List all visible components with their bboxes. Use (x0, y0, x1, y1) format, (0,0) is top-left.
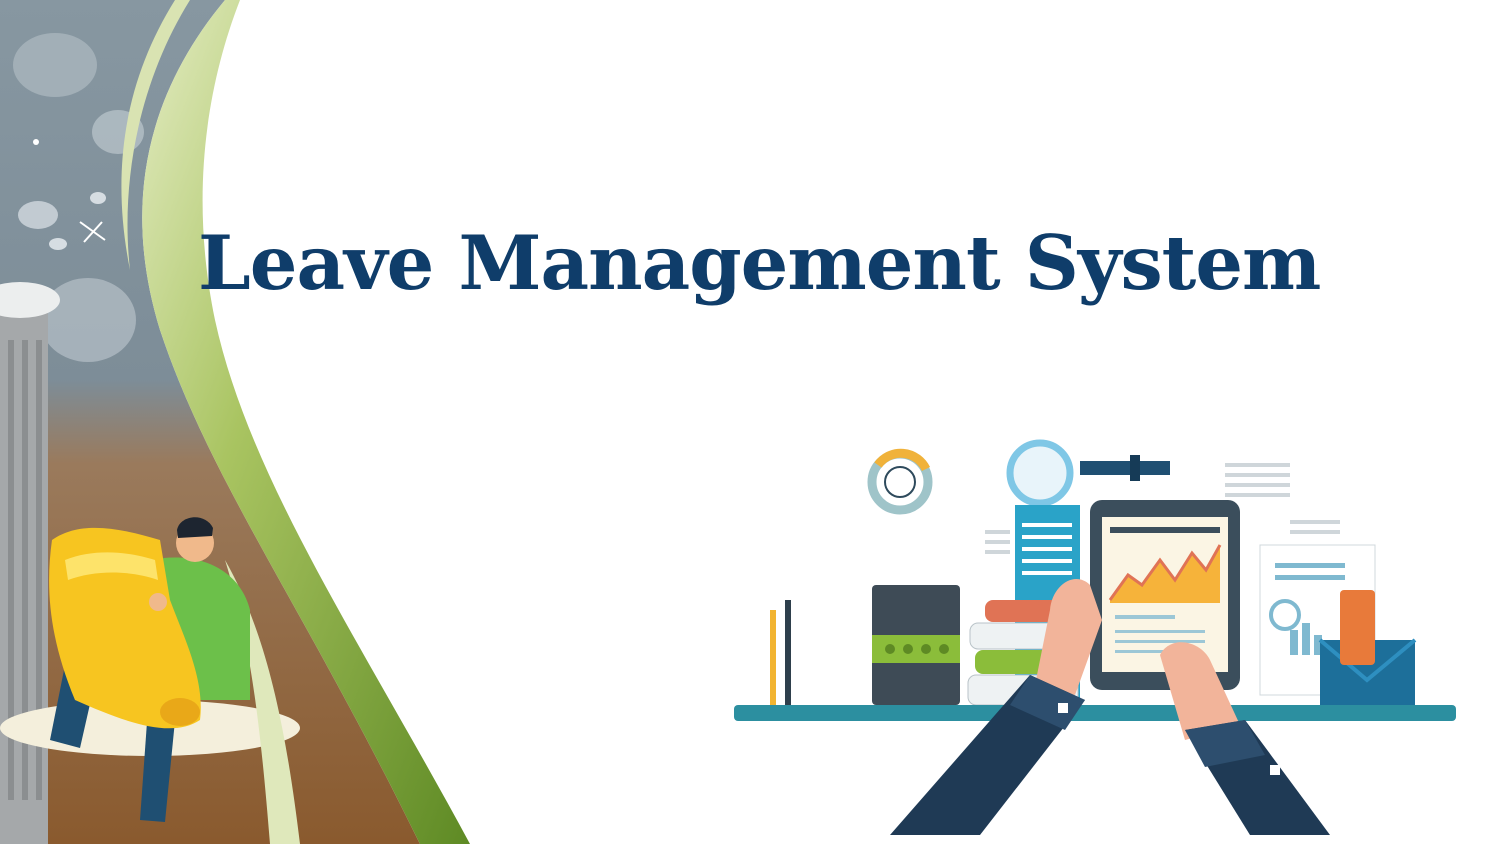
left-decoration-illustration (0, 0, 470, 844)
page-title: Leave Management System (198, 219, 1321, 307)
donut-chart-icon (867, 448, 933, 515)
magnifier-icon (1006, 439, 1170, 507)
office-analytics-illustration (734, 439, 1456, 835)
